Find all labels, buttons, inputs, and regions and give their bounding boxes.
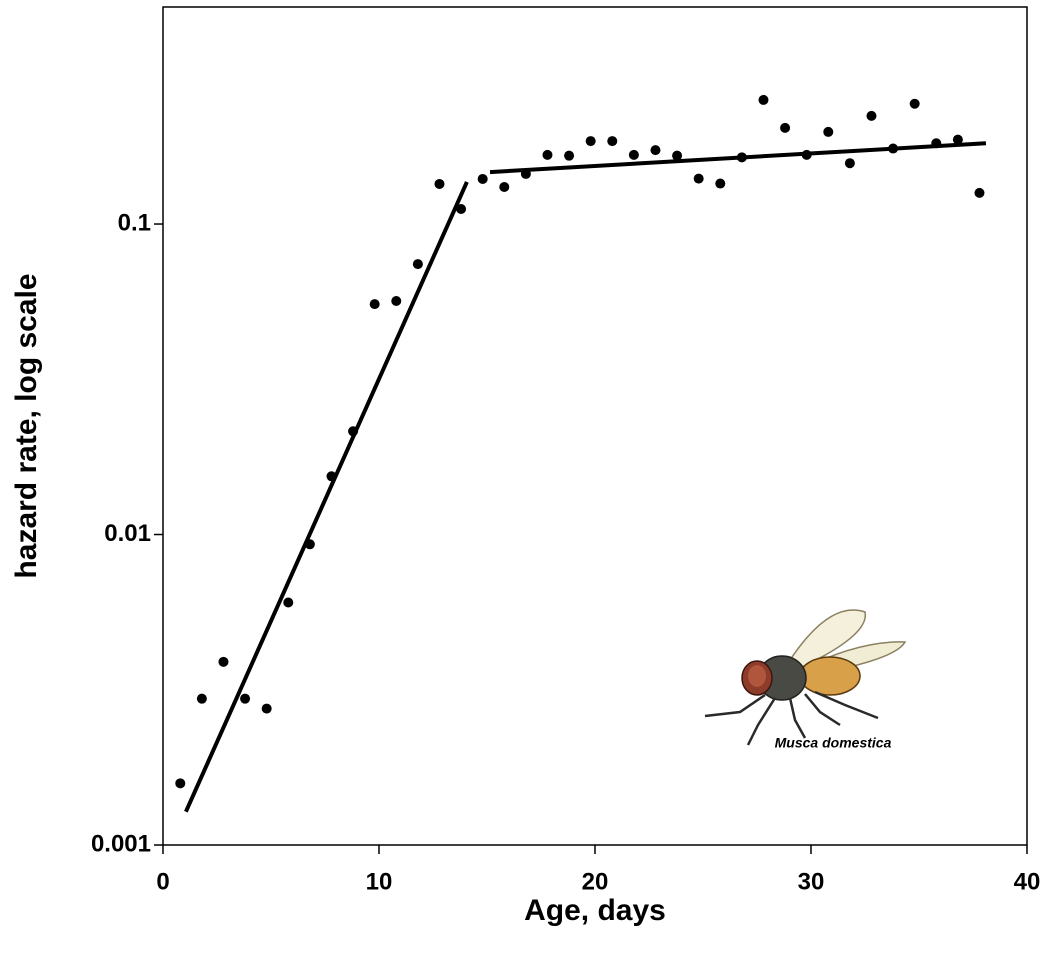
data-point — [607, 136, 618, 147]
data-point — [650, 145, 661, 156]
data-point — [175, 778, 186, 789]
data-point — [823, 126, 834, 137]
data-point — [693, 173, 704, 184]
data-point — [240, 693, 251, 704]
y-axis-title: hazard rate, log scale — [10, 273, 43, 578]
data-point — [196, 693, 207, 704]
plot-frame — [162, 6, 1028, 846]
data-point — [844, 158, 855, 169]
data-point — [477, 173, 488, 184]
data-point — [261, 703, 272, 714]
data-point — [974, 187, 985, 198]
y-tick-label: 0.01 — [104, 520, 151, 547]
y-tick-label: 0.1 — [118, 209, 151, 236]
fit-line — [489, 141, 987, 175]
data-point — [780, 122, 791, 133]
data-point — [715, 178, 726, 189]
fly-illustration — [704, 609, 907, 746]
data-point — [542, 149, 553, 160]
data-point — [412, 259, 423, 270]
x-axis-title: Age, days — [524, 894, 666, 927]
x-tick-label: 20 — [582, 868, 609, 895]
data-point — [564, 150, 575, 161]
data-point — [952, 134, 963, 145]
x-tick-label: 10 — [366, 868, 393, 895]
y-tick-label: 0.001 — [91, 830, 151, 857]
data-point — [909, 98, 920, 109]
data-point — [585, 136, 596, 147]
data-point — [499, 181, 510, 192]
data-point — [628, 149, 639, 160]
annotation: Musca domestica — [775, 735, 892, 751]
x-tick-label: 30 — [798, 868, 825, 895]
data-point — [283, 597, 294, 608]
data-point — [434, 178, 445, 189]
data-point — [672, 150, 683, 161]
fit-line — [184, 181, 469, 813]
data-point — [866, 110, 877, 121]
data-point — [391, 296, 402, 307]
data-point — [758, 94, 769, 105]
data-point — [369, 299, 380, 310]
data-point — [218, 656, 229, 667]
x-tick-label: 40 — [1014, 868, 1041, 895]
data-point — [456, 203, 467, 214]
x-tick-label: 0 — [156, 868, 169, 895]
